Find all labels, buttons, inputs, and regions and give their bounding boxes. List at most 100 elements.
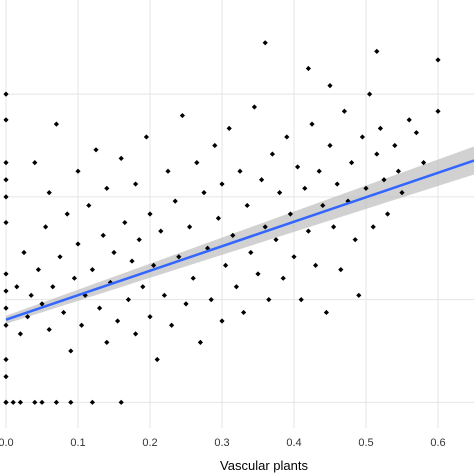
data-point bbox=[331, 224, 337, 230]
data-point bbox=[3, 374, 9, 380]
data-point bbox=[25, 314, 31, 320]
data-point bbox=[269, 151, 275, 157]
x-axis-title: Vascular plants bbox=[220, 458, 308, 473]
data-point bbox=[133, 181, 139, 187]
data-point bbox=[298, 297, 304, 303]
data-point bbox=[277, 190, 283, 196]
data-point bbox=[349, 160, 355, 166]
x-tick-label: 0.5 bbox=[358, 437, 373, 449]
data-point bbox=[190, 275, 196, 281]
data-point bbox=[219, 318, 225, 324]
data-point bbox=[169, 322, 175, 328]
data-point bbox=[406, 117, 412, 123]
data-point bbox=[338, 267, 344, 273]
data-point bbox=[194, 160, 200, 166]
data-point bbox=[140, 284, 146, 290]
data-point bbox=[57, 254, 63, 260]
data-point bbox=[89, 399, 95, 405]
data-point bbox=[53, 399, 59, 405]
data-point bbox=[3, 399, 9, 405]
data-point bbox=[3, 117, 9, 123]
data-point bbox=[197, 339, 203, 345]
plot-background bbox=[0, 0, 474, 428]
data-point bbox=[392, 142, 398, 149]
data-point bbox=[17, 399, 23, 405]
data-point bbox=[255, 271, 261, 277]
data-point bbox=[39, 301, 45, 307]
data-point bbox=[3, 219, 9, 226]
data-point bbox=[3, 177, 9, 183]
data-point bbox=[233, 284, 239, 290]
data-point bbox=[248, 249, 254, 256]
data-point bbox=[302, 185, 308, 191]
data-point bbox=[305, 228, 311, 234]
data-point bbox=[399, 190, 405, 196]
data-point bbox=[381, 177, 387, 183]
data-point bbox=[93, 147, 99, 153]
data-point bbox=[3, 356, 9, 363]
data-point bbox=[251, 104, 257, 110]
x-axis-tick-labels: 0.0 0.1 0.2 0.3 0.4 0.5 0.6 bbox=[0, 437, 446, 449]
data-point bbox=[435, 57, 441, 63]
data-point bbox=[147, 314, 153, 320]
data-point bbox=[215, 215, 221, 221]
data-point bbox=[327, 83, 333, 89]
data-point bbox=[183, 301, 189, 307]
data-point bbox=[172, 198, 178, 204]
data-point bbox=[118, 399, 124, 405]
data-point bbox=[273, 237, 279, 243]
data-point bbox=[64, 211, 70, 217]
data-point bbox=[316, 168, 322, 174]
data-point bbox=[104, 339, 110, 345]
data-point bbox=[244, 202, 250, 209]
data-point bbox=[287, 211, 293, 217]
data-point bbox=[230, 232, 236, 238]
data-point bbox=[237, 168, 243, 174]
data-point bbox=[158, 228, 164, 234]
data-point bbox=[79, 322, 85, 328]
data-point bbox=[14, 284, 20, 290]
data-point bbox=[143, 134, 149, 140]
data-point bbox=[259, 177, 265, 183]
data-point bbox=[334, 181, 340, 187]
data-point bbox=[385, 211, 391, 217]
data-point bbox=[118, 155, 124, 161]
data-point bbox=[327, 142, 333, 149]
data-point bbox=[28, 292, 34, 298]
data-point bbox=[104, 185, 110, 191]
data-point bbox=[356, 292, 362, 298]
data-point bbox=[284, 134, 290, 140]
data-point bbox=[75, 241, 81, 247]
data-point bbox=[341, 108, 347, 114]
data-point bbox=[53, 121, 59, 127]
data-point bbox=[305, 65, 311, 72]
data-point bbox=[21, 249, 27, 256]
data-point bbox=[97, 305, 103, 311]
data-point bbox=[3, 322, 9, 328]
data-point bbox=[115, 318, 121, 324]
data-point bbox=[32, 399, 38, 405]
x-tick-label: 0.3 bbox=[214, 437, 229, 449]
data-point bbox=[71, 275, 77, 281]
data-point bbox=[3, 91, 9, 97]
data-point bbox=[111, 249, 117, 256]
data-point bbox=[32, 160, 38, 166]
data-point bbox=[291, 254, 297, 260]
data-point bbox=[435, 108, 441, 114]
data-point bbox=[133, 331, 139, 337]
data-point bbox=[280, 275, 286, 281]
data-point bbox=[223, 262, 229, 268]
x-tick-label: 0.2 bbox=[142, 437, 157, 449]
data-point bbox=[129, 258, 135, 264]
data-point bbox=[219, 181, 225, 187]
data-point bbox=[3, 288, 9, 294]
data-point bbox=[89, 267, 95, 273]
x-tick-label: 0.4 bbox=[286, 437, 301, 449]
data-point bbox=[226, 125, 232, 131]
data-point bbox=[100, 232, 106, 238]
data-point bbox=[187, 224, 193, 230]
data-point bbox=[151, 262, 157, 268]
data-point bbox=[61, 309, 67, 316]
data-point bbox=[3, 271, 9, 277]
